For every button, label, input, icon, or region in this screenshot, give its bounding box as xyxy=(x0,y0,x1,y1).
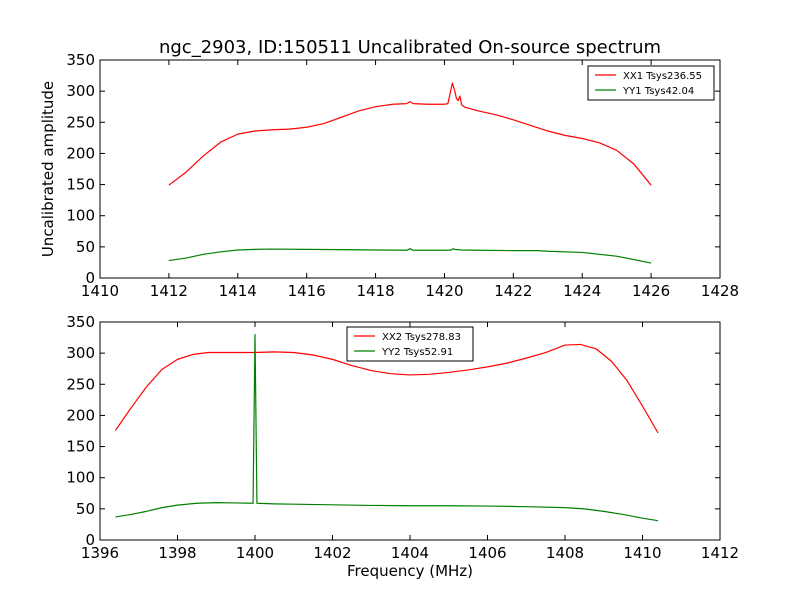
y-tick-label: 100 xyxy=(66,469,95,487)
legend-label: XX2 Tsys278.83 xyxy=(382,332,461,343)
y-tick-label: 50 xyxy=(76,500,95,518)
legend: XX1 Tsys236.55 YY1 Tsys42.04 xyxy=(587,65,715,101)
y-tick-label: 50 xyxy=(76,238,95,256)
x-tick-label: 1420 xyxy=(425,282,463,300)
legend-label: YY1 Tsys42.04 xyxy=(622,86,694,97)
x-tick-label: 1398 xyxy=(158,544,196,562)
series-line-1-1 xyxy=(168,82,652,186)
x-axis-label: Frequency (MHz) xyxy=(347,562,473,580)
legend-box xyxy=(346,326,474,362)
y-tick-label: 250 xyxy=(66,113,95,131)
legend-label: XX1 Tsys236.55 xyxy=(623,71,702,82)
y-tick-label: 150 xyxy=(66,438,95,456)
legend-box xyxy=(587,65,715,101)
x-tick-label: 1396 xyxy=(81,544,119,562)
y-tick-label: 100 xyxy=(66,207,95,225)
y-axis-label: Uncalibrated amplitude xyxy=(39,81,57,257)
x-tick-label: 1412 xyxy=(150,282,188,300)
y-tick-label: 0 xyxy=(85,531,95,549)
x-tick-label: 1404 xyxy=(391,544,429,562)
series-line-2-2 xyxy=(115,333,659,522)
top-subplot: 1410 1412 1414 1416 1418 1420 1422 1424 1426 1428… xyxy=(39,51,739,300)
x-tick-label: 1408 xyxy=(546,544,584,562)
x-tick-label: 1402 xyxy=(313,544,351,562)
y-tick-label: 350 xyxy=(66,51,95,69)
y-tick-label: 0 xyxy=(85,269,95,287)
x-tick-label: 1410 xyxy=(81,282,119,300)
y-tick-label: 300 xyxy=(66,82,95,100)
x-tick-label: 1412 xyxy=(701,544,739,562)
x-tick-label: 1428 xyxy=(701,282,739,300)
x-tick-label: 1422 xyxy=(494,282,532,300)
x-tick-label: 1416 xyxy=(288,282,326,300)
x-tick-label: 1414 xyxy=(219,282,257,300)
series-line-1-2 xyxy=(168,248,652,264)
x-tick-label: 1418 xyxy=(356,282,394,300)
y-tick-label: 200 xyxy=(66,406,95,424)
figure-title: ngc_2903, ID:150511 Uncalibrated On-sour… xyxy=(159,37,661,58)
x-tick-label: 1406 xyxy=(468,544,506,562)
y-tick-label: 350 xyxy=(66,313,95,331)
axes-frame xyxy=(99,59,721,279)
legend: XX2 Tsys278.83 YY2 Tsys52.91 xyxy=(346,326,474,362)
x-tick-label: 1424 xyxy=(563,282,601,300)
x-tick-label: 1426 xyxy=(632,282,670,300)
y-tick-label: 300 xyxy=(66,344,95,362)
legend-label: YY2 Tsys52.91 xyxy=(381,347,453,358)
x-tick-label: 1410 xyxy=(623,544,661,562)
y-tick-label: 200 xyxy=(66,144,95,162)
series-line-2-1 xyxy=(115,343,659,434)
y-tick-label: 250 xyxy=(66,375,95,393)
y-tick-label: 150 xyxy=(66,176,95,194)
bottom-subplot: 1396 1398 1400 1402 1404 1406 1408 1410 1412 0 50 1… xyxy=(66,313,739,580)
x-tick-label: 1400 xyxy=(236,544,274,562)
